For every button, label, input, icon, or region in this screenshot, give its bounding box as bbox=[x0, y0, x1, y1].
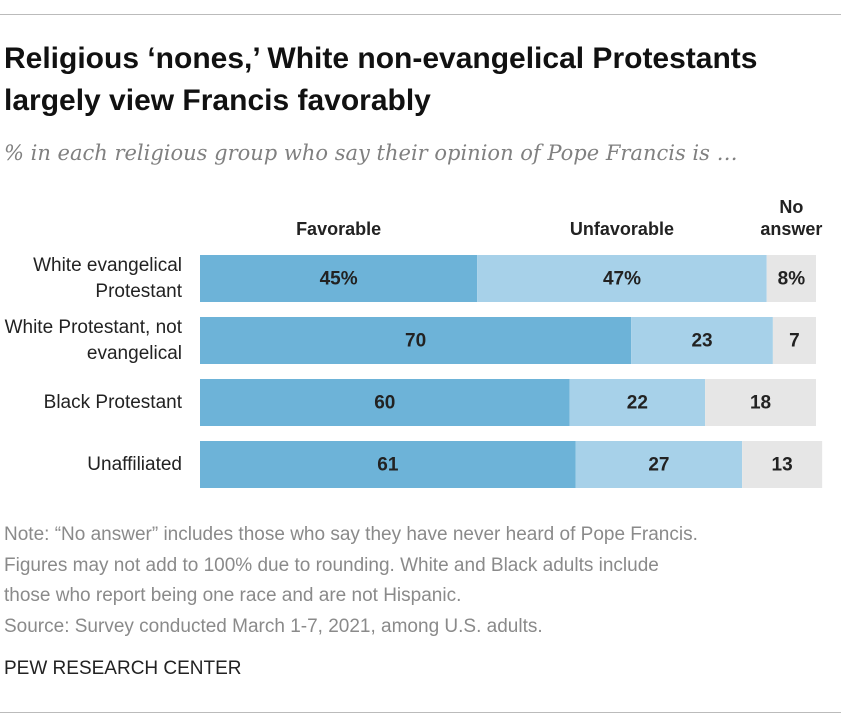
bar-segment bbox=[200, 255, 478, 302]
note-line: Source: Survey conducted March 1-7, 2021… bbox=[4, 615, 543, 637]
legend-label: Unfavorable bbox=[569, 219, 674, 239]
chart-subtitle: % in each religious group who say their … bbox=[4, 141, 738, 165]
value-label: 23 bbox=[691, 331, 712, 352]
value-label: 18 bbox=[750, 393, 771, 414]
category-label: Black Protestant bbox=[43, 391, 182, 413]
note-line: Figures may not add to 100% due to round… bbox=[4, 554, 659, 576]
bar-segment bbox=[575, 441, 743, 488]
credit: PEW RESEARCH CENTER bbox=[4, 658, 242, 679]
bar-segment bbox=[742, 441, 823, 488]
category-label: Unaffiliated bbox=[87, 453, 182, 475]
value-label: 60 bbox=[374, 393, 395, 414]
legend-label: No answer bbox=[760, 197, 823, 239]
chart-title: Religious ‘nones,’ White non-evangelical… bbox=[4, 42, 758, 117]
bar-segment bbox=[200, 317, 632, 364]
note-line: Note: “No answer” includes those who say… bbox=[4, 524, 698, 545]
bar-segment bbox=[477, 255, 767, 302]
legend-label: Favorable bbox=[296, 219, 382, 239]
value-label: 70 bbox=[405, 331, 426, 352]
bar-segment bbox=[705, 379, 816, 426]
value-label: 13 bbox=[772, 455, 793, 476]
value-label: 47% bbox=[603, 269, 641, 290]
bar-segment bbox=[631, 317, 773, 364]
top-rule bbox=[0, 14, 841, 15]
value-label: 8% bbox=[778, 269, 806, 290]
value-label: 45% bbox=[320, 269, 358, 290]
bar-segment bbox=[200, 379, 570, 426]
value-label: 22 bbox=[627, 393, 648, 414]
value-label: 7 bbox=[789, 331, 800, 352]
bar-segment bbox=[766, 255, 816, 302]
note-line: those who report being one race and are … bbox=[4, 585, 462, 606]
bar-segment bbox=[200, 441, 576, 488]
category-label: White Protestant, not evangelical bbox=[4, 316, 182, 364]
value-label: 61 bbox=[377, 455, 399, 476]
bar-segment bbox=[772, 317, 816, 364]
bottom-rule bbox=[0, 712, 841, 713]
value-label: 27 bbox=[648, 455, 669, 476]
category-label: White evangelical Protestant bbox=[33, 254, 182, 302]
bar-segment bbox=[569, 379, 706, 426]
